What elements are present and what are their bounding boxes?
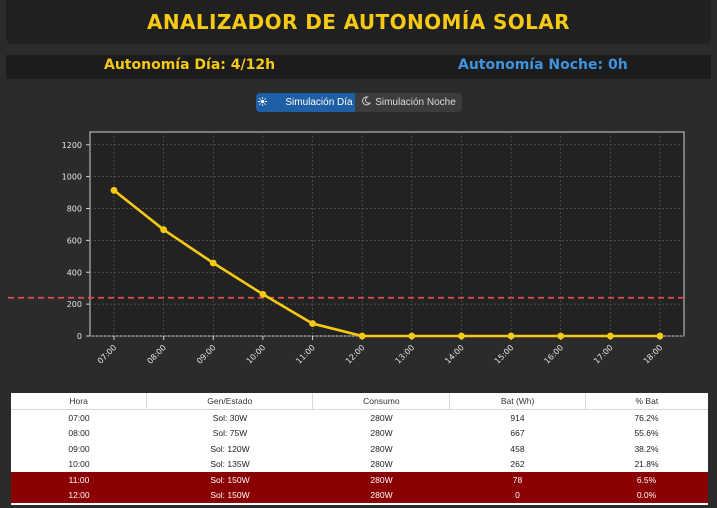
cell-bat: 667 [510, 428, 525, 439]
day-autonomy-label: Autonomía Día: 4/12h [104, 57, 276, 73]
cell-hora: 11:00 [68, 474, 90, 485]
cell-bat: 78 [512, 474, 523, 485]
y-tick-label: 200 [67, 300, 82, 309]
cell-gen: Sol: 135W [210, 459, 250, 470]
cell-consumo: 280W [370, 474, 393, 485]
data-point [309, 320, 316, 327]
header-bat: Bat (Wh) [450, 393, 586, 409]
cell-hora: 07:00 [68, 412, 90, 423]
cell-pct: 0.0% [636, 490, 657, 501]
cell-hora: 09:00 [68, 443, 90, 454]
cell-pct: 21.8% [634, 459, 659, 470]
table-row: 09:00 Sol: 120W 280W 458 38.2% [11, 441, 708, 457]
x-tick-label: 09:00 [195, 343, 218, 366]
x-tick-label: 07:00 [96, 343, 119, 366]
data-point [458, 332, 465, 340]
header-consumo: Consumo [313, 393, 451, 409]
data-point [557, 332, 565, 340]
cell-pct: 6.5% [636, 474, 657, 485]
sun-icon [258, 96, 268, 109]
data-point [408, 332, 416, 340]
data-point [160, 226, 168, 234]
table-row-alert: 12:00 Sol: 150W 280W 0 0.0% [11, 487, 708, 503]
header-hora: Hora [11, 393, 148, 409]
cell-pct: 38.2% [634, 443, 659, 454]
chart-svg: 0 200 400 600 800 1000 1200 07:00 08:00 09:00 10:0… [8, 131, 685, 366]
moon-icon [361, 96, 372, 109]
cell-pct: 55.6% [634, 428, 659, 439]
table-row: 07:00 Sol: 30W 280W 914 76.2% [11, 410, 708, 426]
night-simulation-label: Simulación Noche [375, 97, 456, 108]
y-tick-label: 1200 [62, 141, 82, 150]
data-point [656, 332, 664, 340]
cell-gen: Sol: 75W [212, 428, 248, 439]
cell-consumo: 280W [370, 428, 393, 439]
x-tick-label: 08:00 [145, 343, 168, 366]
table-row: 08:00 Sol: 75W 280W 667 55.6% [11, 426, 708, 442]
cell-consumo: 280W [370, 459, 393, 470]
cell-hora: 10:00 [68, 459, 90, 470]
cell-bat: 0 [515, 490, 520, 501]
simulation-mode-toggle: Simulación Día Simulación Noche [256, 93, 462, 112]
table-row: 10:00 Sol: 135W 280W 262 21.8% [11, 457, 708, 473]
cell-bat: 262 [510, 459, 525, 470]
header-gen-estado: Gen/Estado [147, 393, 314, 409]
data-point [209, 259, 217, 267]
y-tick-label: 600 [67, 236, 82, 245]
series-line [113, 189, 660, 338]
data-point [358, 332, 366, 340]
y-tick-label: 800 [67, 205, 82, 214]
day-simulation-label: Simulación Día [285, 97, 353, 108]
cell-consumo: 280W [370, 412, 393, 423]
cell-gen: Sol: 150W [210, 474, 250, 485]
data-point [110, 186, 118, 194]
table-header: Hora Gen/Estado Consumo Bat (Wh) % Bat [11, 393, 708, 410]
data-point [606, 332, 614, 340]
y-tick-label: 0 [77, 332, 82, 341]
x-tick-label: 17:00 [592, 343, 615, 366]
data-point [507, 332, 515, 340]
data-table: Hora Gen/Estado Consumo Bat (Wh) % Bat 0… [11, 393, 708, 505]
y-tick-label: 1000 [62, 173, 82, 182]
header-pct-bat: % Bat [635, 396, 659, 406]
cell-consumo: 280W [370, 490, 393, 501]
x-tick-label: 13:00 [394, 343, 417, 366]
cell-consumo: 280W [370, 443, 393, 454]
cell-bat: 458 [510, 443, 525, 454]
x-tick-label: 10:00 [245, 343, 268, 366]
x-tick-label: 15:00 [493, 343, 516, 366]
night-autonomy-label: Autonomía Noche: 0h [458, 57, 628, 73]
x-tick-label: 12:00 [344, 343, 367, 366]
data-point [259, 290, 267, 298]
cell-bat: 914 [510, 412, 525, 423]
title-bar: ANALIZADOR DE AUTONOMÍA SOLAR [6, 0, 711, 44]
day-simulation-button[interactable]: Simulación Día [256, 93, 355, 112]
cell-gen: Sol: 150W [210, 490, 250, 501]
cell-hora: 12:00 [68, 490, 90, 501]
cell-hora: 08:00 [68, 428, 90, 439]
battery-chart: 0 200 400 600 800 1000 1200 07:00 08:00 09:00 10:0… [0, 122, 717, 387]
app-title: ANALIZADOR DE AUTONOMÍA SOLAR [147, 10, 570, 34]
x-tick-label: 16:00 [542, 343, 565, 366]
cell-pct: 76.2% [634, 412, 659, 423]
x-tick-label: 14:00 [443, 343, 466, 366]
x-tick-label: 18:00 [642, 343, 665, 366]
table-row-alert: 11:00 Sol: 150W 280W 78 6.5% [11, 472, 708, 488]
plot-area [89, 131, 685, 337]
y-tick-label: 400 [67, 268, 82, 277]
x-tick-label: 11:00 [294, 343, 317, 366]
status-bar: Autonomía Día: 4/12h Autonomía Noche: 0h [6, 55, 711, 79]
night-simulation-button[interactable]: Simulación Noche [355, 93, 462, 112]
cell-gen: Sol: 120W [210, 443, 250, 454]
cell-gen: Sol: 30W [212, 412, 248, 423]
